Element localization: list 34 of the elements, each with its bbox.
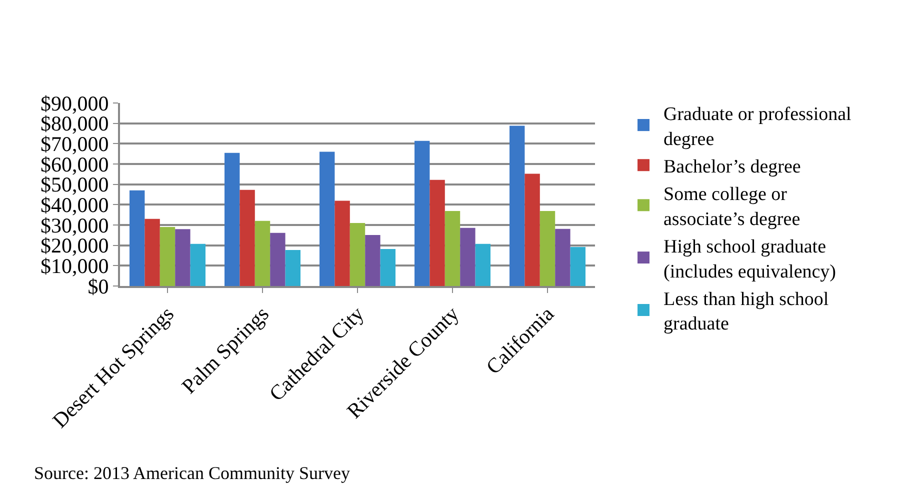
legend-label: Graduate or professional degree xyxy=(664,104,852,150)
bar xyxy=(144,218,160,286)
bar xyxy=(175,229,190,286)
bar xyxy=(570,246,586,286)
bar xyxy=(190,244,206,286)
bar xyxy=(285,250,300,286)
bar xyxy=(540,210,556,286)
bar xyxy=(380,248,396,286)
bar xyxy=(270,232,286,286)
y-tick-label: $40,000 xyxy=(40,193,109,218)
bar xyxy=(160,227,176,286)
y-tick-label: $90,000 xyxy=(40,91,109,116)
bar xyxy=(444,210,460,286)
source-note: Source: 2013 American Community Survey xyxy=(34,463,350,483)
legend-label: Less than high school graduate xyxy=(664,289,829,335)
bar xyxy=(365,234,380,286)
bar xyxy=(414,140,430,286)
legend-label: Bachelor’s degree xyxy=(664,156,801,178)
bar xyxy=(524,174,540,286)
bar xyxy=(555,228,570,286)
bar xyxy=(475,244,490,286)
bar xyxy=(320,152,335,286)
bar xyxy=(224,152,240,286)
bar xyxy=(240,190,255,286)
bar xyxy=(460,228,476,286)
y-tick-label: $70,000 xyxy=(40,132,109,156)
bar xyxy=(430,180,445,286)
legend-label: Some college or associate’s degree xyxy=(664,184,800,230)
bar xyxy=(254,220,270,286)
bar xyxy=(510,126,525,286)
bar xyxy=(334,200,350,286)
bar xyxy=(350,222,366,286)
legend-label: High school graduate (includes equivalency) xyxy=(664,236,836,282)
bar xyxy=(130,190,145,286)
